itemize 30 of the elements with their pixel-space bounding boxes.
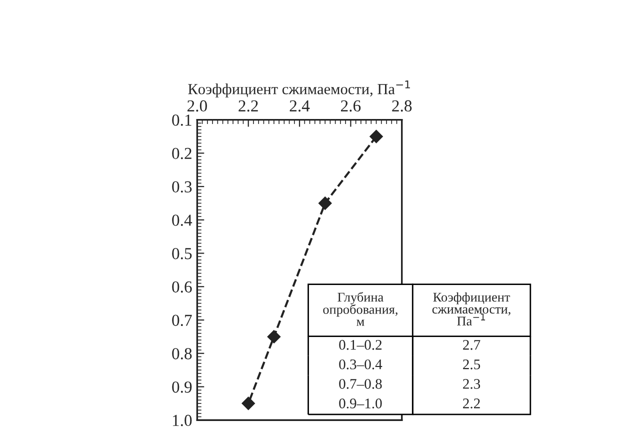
y-tick-label: 0.7: [172, 314, 192, 326]
text: Коэффициент сжимаемости, Па$^{−1}$: [432, 292, 510, 326]
point: [242, 396, 255, 410]
text: 2.3: [463, 379, 480, 389]
text: 2.2: [463, 398, 480, 408]
y-tick-label: 0.3: [172, 181, 192, 193]
point: [267, 330, 281, 344]
annotation: 0.3–0.4: [339, 359, 382, 370]
point: [318, 196, 332, 210]
annotation: Глубина опробования, м: [323, 292, 398, 326]
y-tick-label: 0.6: [172, 281, 192, 293]
x-tick-label: 2.4: [290, 100, 310, 112]
x-tick-label: 2.8: [392, 100, 412, 112]
x-axis-title: Коэффициент сжимаемости, Па$^{−1}$: [188, 80, 410, 98]
text: 2.7: [463, 340, 480, 350]
text: 2.5: [463, 359, 480, 370]
y-tick-label: 0.1: [172, 114, 192, 126]
y-tick-label: 0.5: [172, 248, 192, 260]
y-tick-label: 0.4: [172, 214, 192, 226]
annotation: 0.9–1.0: [339, 398, 382, 408]
x-tick-label: 2.2: [238, 100, 258, 112]
y-tick-label: 1.0: [172, 414, 192, 426]
point: [370, 130, 383, 144]
y-tick-label: 0.9: [172, 381, 192, 393]
x-tick-label: 2.6: [341, 100, 361, 112]
y-tick-label: 0.8: [172, 348, 192, 360]
y-tick-label: 0.2: [172, 148, 192, 160]
x-tick-label: 2.0: [188, 100, 207, 112]
annotation: 0.7–0.8: [339, 378, 382, 389]
annotation: 0.1–0.2: [339, 340, 382, 350]
